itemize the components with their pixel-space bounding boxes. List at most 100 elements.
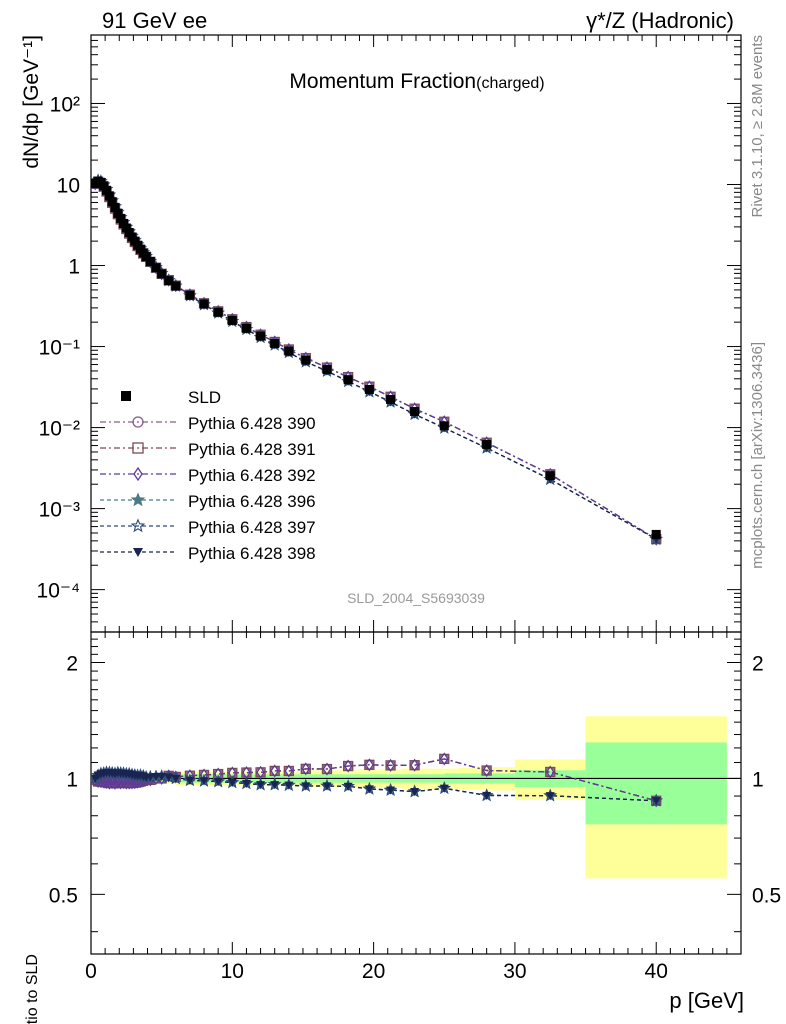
ratio-point bbox=[213, 778, 223, 787]
legend-marker bbox=[132, 416, 144, 428]
data-point bbox=[343, 375, 353, 385]
data-point bbox=[199, 299, 209, 309]
ratio-point bbox=[96, 775, 106, 789]
ratio-point bbox=[171, 774, 181, 783]
y-tick-label-bottom-right: 2 bbox=[752, 652, 764, 675]
x-tick-label: 40 bbox=[645, 960, 668, 983]
side-text-top: Rivet 3.1.10, ≥ 2.8M events bbox=[749, 35, 766, 218]
ratio-point bbox=[185, 776, 195, 785]
ratio-point bbox=[364, 758, 374, 772]
ratio-point bbox=[256, 765, 265, 779]
ratio-bands bbox=[91, 716, 727, 879]
data-point bbox=[121, 223, 131, 233]
ratio-point bbox=[284, 781, 294, 790]
watermark: SLD_2004_S5693039 bbox=[347, 590, 485, 606]
ratio-point bbox=[256, 781, 266, 790]
x-tick-label: 20 bbox=[362, 960, 385, 983]
ratio-point bbox=[157, 772, 167, 781]
data-point bbox=[171, 281, 181, 291]
data-point bbox=[322, 365, 332, 375]
ratio-point bbox=[301, 782, 311, 791]
y-tick-label-top: 10⁻⁴ bbox=[37, 580, 80, 603]
ratio-point bbox=[545, 765, 555, 779]
plot-title: Momentum Fraction(charged) bbox=[289, 70, 544, 93]
ratio-point bbox=[439, 752, 449, 766]
ratio-point bbox=[113, 775, 123, 789]
series-line bbox=[94, 181, 657, 540]
ratio-point bbox=[284, 764, 294, 778]
side-text-bottom: mcplots.cern.ch [arXiv:1306.3436] bbox=[749, 342, 766, 569]
data-point bbox=[110, 203, 120, 213]
ratio-point bbox=[410, 788, 420, 797]
band-stat bbox=[585, 742, 727, 825]
ratio-point bbox=[410, 758, 419, 772]
ratio-point bbox=[343, 759, 353, 773]
ratio-point bbox=[301, 762, 311, 776]
ratio-point bbox=[241, 779, 251, 788]
y-tick-label-top: 10² bbox=[50, 93, 80, 116]
ratio-plot-series bbox=[91, 752, 664, 808]
y-tick-label-bottom: 0.5 bbox=[49, 884, 78, 907]
legend-label-data: SLD bbox=[188, 388, 221, 407]
legend-marker bbox=[130, 492, 146, 507]
y-tick-label-top: 10 bbox=[57, 175, 80, 198]
data-point bbox=[651, 529, 661, 539]
legend-marker-data bbox=[121, 391, 131, 401]
ratio-point bbox=[386, 758, 395, 772]
x-axis-label: p [GeV] bbox=[669, 988, 744, 1013]
data-point bbox=[145, 257, 155, 267]
ratio-point bbox=[102, 775, 111, 790]
axis-ticks bbox=[90, 34, 741, 954]
x-tick-label: 10 bbox=[221, 960, 244, 983]
x-tick-label: 0 bbox=[85, 960, 97, 983]
data-point bbox=[284, 346, 294, 356]
y-tick-label-bottom: 2 bbox=[66, 652, 78, 675]
ratio-point bbox=[145, 773, 155, 782]
x-tick-label: 30 bbox=[503, 960, 526, 983]
series-line bbox=[94, 179, 657, 540]
y-tick-label-top: 10⁻³ bbox=[39, 499, 80, 522]
data-point bbox=[482, 439, 492, 449]
legend-marker bbox=[132, 442, 144, 454]
y-axis-label-top: dN/dp [GeV⁻¹] bbox=[20, 35, 43, 169]
ratio-point bbox=[199, 777, 209, 786]
ratio-point bbox=[151, 773, 161, 782]
data-point bbox=[104, 191, 114, 201]
y-tick-label-top: 10⁻² bbox=[39, 418, 80, 441]
legend-label: Pythia 6.428 390 bbox=[188, 414, 316, 433]
y-tick-label-top: 1 bbox=[68, 256, 80, 279]
y-tick-label-top: 10⁻¹ bbox=[39, 337, 80, 360]
main-plot-frame bbox=[90, 34, 742, 633]
ratio-point bbox=[322, 762, 332, 776]
plot-title-suffix: (charged) bbox=[476, 75, 544, 92]
legend-label: Pythia 6.428 392 bbox=[188, 466, 316, 485]
data-point bbox=[185, 290, 195, 300]
data-point bbox=[241, 323, 251, 333]
data-point bbox=[386, 395, 396, 405]
data-point bbox=[116, 214, 126, 224]
plot-title-main: Momentum Fraction bbox=[289, 70, 476, 93]
data-point bbox=[439, 421, 449, 431]
legend-label: Pythia 6.428 397 bbox=[188, 518, 316, 537]
legend-marker bbox=[130, 518, 146, 533]
header-left: 91 GeV ee bbox=[102, 8, 207, 33]
data-point bbox=[256, 331, 266, 341]
data-point bbox=[270, 339, 280, 349]
ratio-point bbox=[343, 782, 353, 791]
ratio-point bbox=[439, 784, 449, 793]
ratio-point bbox=[116, 776, 126, 790]
data-point bbox=[113, 208, 123, 218]
data-point bbox=[545, 471, 555, 481]
data-point bbox=[364, 385, 374, 395]
ratio-point bbox=[227, 778, 237, 787]
legend-label: Pythia 6.428 396 bbox=[188, 492, 316, 511]
data-point bbox=[157, 269, 167, 279]
ratio-point bbox=[270, 781, 280, 790]
series-line bbox=[94, 179, 657, 540]
y-tick-label-bottom: 1 bbox=[66, 768, 78, 791]
data-point bbox=[301, 355, 311, 365]
ratio-point bbox=[482, 791, 492, 800]
legend-label: Pythia 6.428 391 bbox=[188, 440, 316, 459]
legend: SLD Pythia 6.428 390 Pythia 6.428 391 Pythi… bbox=[100, 388, 316, 563]
